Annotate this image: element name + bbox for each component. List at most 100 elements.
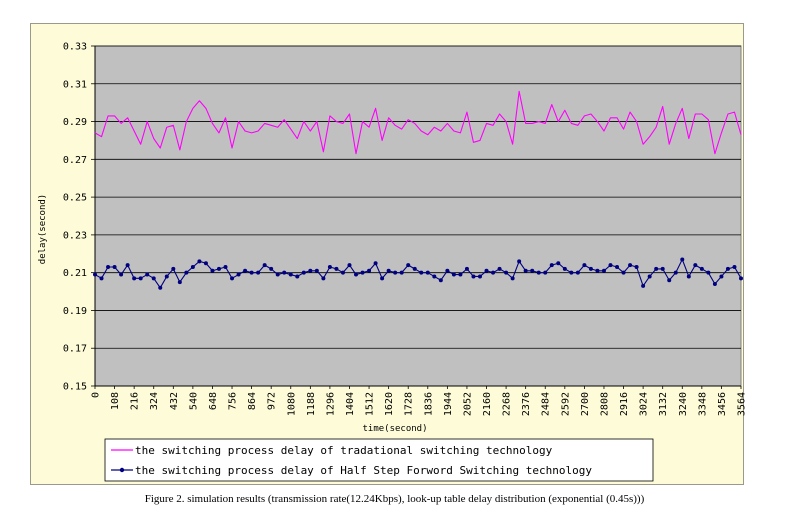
x-tick-label: 0 — [91, 392, 102, 398]
data-point-half-step — [236, 272, 241, 277]
data-point-half-step — [262, 263, 267, 268]
data-point-half-step — [125, 263, 130, 268]
data-point-half-step — [177, 280, 182, 285]
data-point-half-step — [282, 270, 287, 275]
y-tick-label: 0.25 — [63, 193, 87, 204]
data-point-half-step — [562, 266, 567, 271]
data-point-half-step — [151, 276, 156, 281]
data-point-half-step — [693, 263, 698, 268]
x-tick-label: 540 — [188, 392, 199, 410]
y-axis-title: delay(second) — [38, 194, 48, 264]
data-point-half-step — [380, 276, 385, 281]
data-point-half-step — [171, 266, 176, 271]
data-point-half-step — [464, 266, 469, 271]
x-tick-label: 3024 — [639, 392, 650, 416]
x-tick-label: 3456 — [717, 392, 728, 416]
data-point-half-step — [249, 270, 254, 275]
data-point-half-step — [275, 272, 280, 277]
x-tick-label: 756 — [228, 392, 239, 410]
x-tick-label: 2808 — [599, 392, 610, 416]
data-point-half-step — [197, 259, 202, 264]
data-point-half-step — [406, 263, 411, 268]
x-tick-label: 324 — [149, 392, 160, 410]
data-point-half-step — [386, 268, 391, 273]
legend-box — [104, 438, 654, 482]
legend-marker-half-step — [119, 467, 125, 473]
data-point-half-step — [699, 266, 704, 271]
x-tick-label: 972 — [267, 392, 278, 410]
x-tick-label: 1404 — [345, 392, 356, 416]
data-point-half-step — [667, 278, 672, 283]
y-tick-label: 0.33 — [63, 42, 87, 53]
data-point-half-step — [132, 276, 137, 281]
data-point-half-step — [119, 272, 124, 277]
data-point-half-step — [543, 270, 548, 275]
x-tick-label: 2700 — [580, 392, 591, 416]
chart-area: 0.33 0.31 0.29 0.27 0.25 0.23 0.21 0.19 0.17 0.15… — [30, 23, 746, 485]
data-point-half-step — [719, 274, 724, 279]
data-point-half-step — [458, 272, 463, 277]
data-point-half-step — [340, 270, 345, 275]
data-point-half-step — [582, 263, 587, 268]
series-line-half-step — [94, 258, 742, 289]
x-tick-label: 2916 — [619, 392, 630, 416]
data-point-half-step — [497, 266, 502, 271]
data-point-half-step — [510, 276, 515, 281]
x-tick-label: 1188 — [306, 392, 317, 416]
data-point-half-step — [210, 268, 215, 273]
data-point-half-step — [223, 265, 228, 269]
data-point-half-step — [628, 263, 633, 268]
y-tick-label: 0.31 — [63, 79, 87, 90]
line-chart: 0.33 0.31 0.29 0.27 0.25 0.23 0.21 0.19 0.17 0.15… — [38, 42, 746, 482]
data-point-half-step — [373, 261, 378, 266]
legend-label-traditional: the switching process delay of tradation… — [135, 444, 553, 457]
data-point-half-step — [425, 270, 430, 275]
data-point-half-step — [536, 270, 541, 275]
x-tick-label: 648 — [208, 392, 219, 410]
data-point-half-step — [288, 272, 293, 277]
data-point-half-step — [419, 270, 424, 275]
data-point-half-step — [660, 266, 665, 271]
data-point-half-step — [230, 276, 235, 281]
x-tick-label: 1296 — [325, 392, 336, 416]
legend-label-half-step: the switching process delay of Half Step… — [135, 464, 592, 477]
data-point-half-step — [575, 270, 580, 275]
data-point-half-step — [243, 268, 248, 273]
data-point-half-step — [203, 261, 208, 266]
data-point-half-step — [517, 259, 522, 264]
data-point-half-step — [327, 265, 332, 269]
data-point-half-step — [112, 265, 117, 269]
data-point-half-step — [686, 274, 691, 279]
x-tick-label: 2484 — [541, 392, 552, 416]
y-tick-label: 0.27 — [63, 155, 87, 166]
data-point-half-step — [556, 261, 561, 266]
data-point-half-step — [334, 266, 339, 271]
data-point-half-step — [732, 265, 737, 269]
data-point-half-step — [158, 285, 163, 290]
data-point-half-step — [308, 268, 313, 273]
x-tick-label: 216 — [130, 392, 141, 410]
y-tick-label: 0.29 — [63, 117, 87, 128]
data-point-half-step — [601, 268, 606, 273]
data-point-half-step — [549, 263, 554, 268]
y-tick-label: 0.21 — [63, 268, 87, 279]
x-tick-label: 1080 — [286, 392, 297, 416]
data-point-half-step — [523, 268, 528, 273]
data-point-half-step — [569, 270, 574, 275]
x-tick-label: 1944 — [443, 392, 454, 416]
data-point-half-step — [477, 274, 482, 279]
data-point-half-step — [451, 272, 456, 277]
data-point-half-step — [412, 266, 417, 271]
data-point-half-step — [295, 274, 300, 279]
y-tick-label: 0.19 — [63, 306, 87, 317]
x-tick-label: 2592 — [560, 392, 571, 416]
x-tick-label: 2160 — [482, 392, 493, 416]
data-point-half-step — [256, 270, 261, 275]
data-point-half-step — [321, 276, 326, 281]
data-point-half-step — [471, 274, 476, 279]
x-tick-label: 1728 — [404, 392, 415, 416]
y-tick-label: 0.15 — [63, 382, 87, 393]
x-tick-label: 3564 — [737, 392, 746, 416]
data-point-half-step — [484, 268, 489, 273]
x-tick-label: 2376 — [521, 392, 532, 416]
